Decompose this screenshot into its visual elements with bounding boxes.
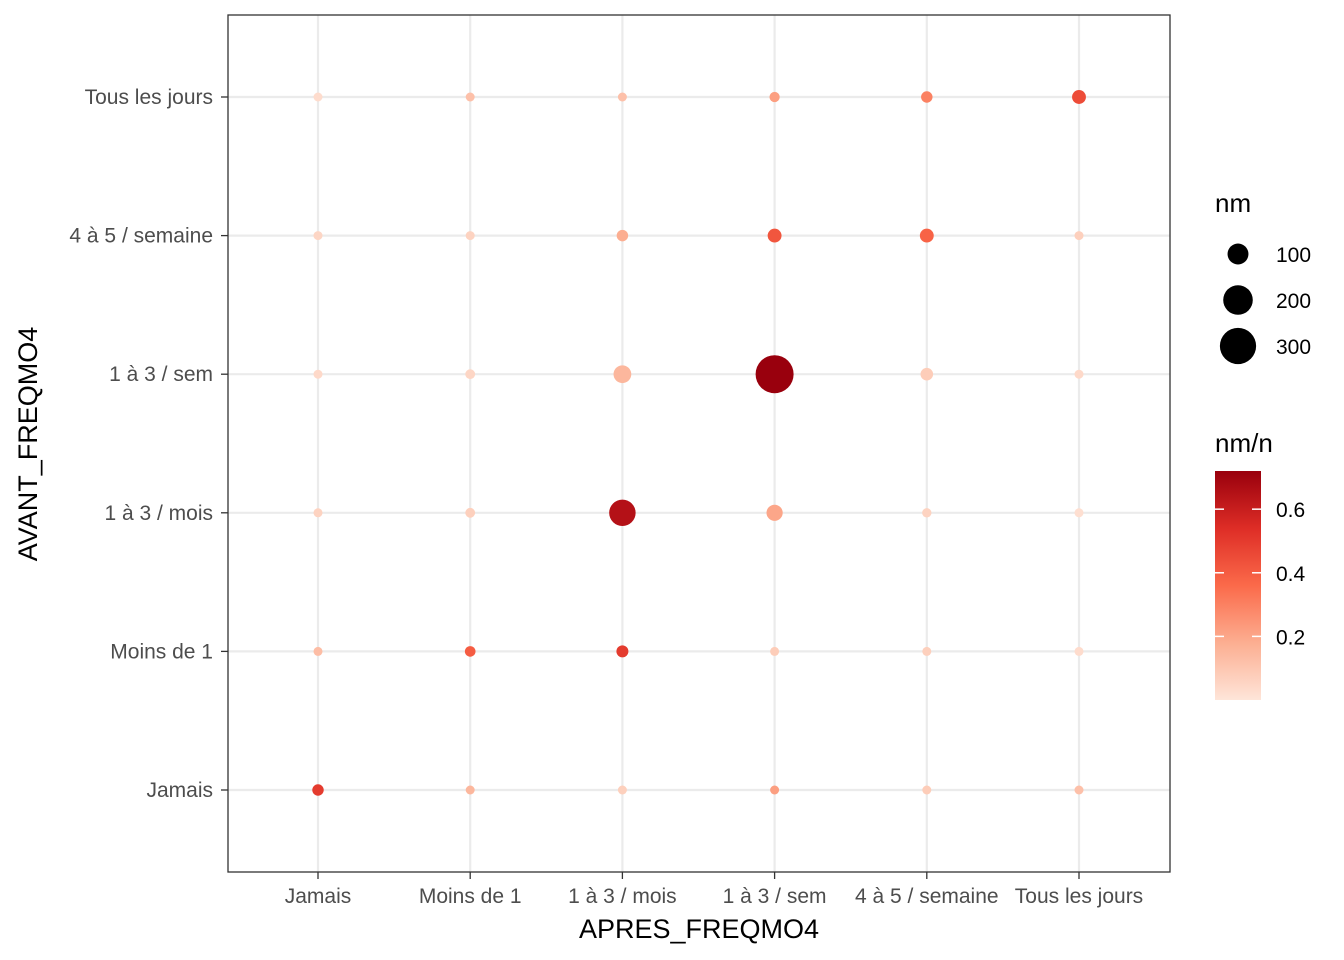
gridlines — [228, 15, 1170, 872]
data-point — [464, 646, 476, 657]
size-legend: nm 100 200 300 — [1215, 188, 1311, 365]
plot-panel-border — [227, 14, 1171, 873]
size-legend-label: 300 — [1276, 336, 1311, 359]
y-tick-label: 1 à 3 / mois — [104, 502, 213, 525]
data-point — [609, 499, 636, 527]
data-point — [770, 646, 780, 656]
x-axis: Jamais Moins de 1 1 à 3 / mois 1 à 3 / sem 4… — [285, 872, 1143, 908]
x-axis-title: APRES_FREQMO4 — [579, 914, 819, 944]
data-point — [922, 785, 932, 795]
data-point — [465, 231, 475, 241]
data-point — [313, 508, 323, 518]
color-legend-label: 0.6 — [1276, 499, 1305, 522]
data-point — [465, 507, 476, 518]
data-point — [313, 92, 323, 102]
data-point — [1072, 90, 1086, 104]
data-point — [617, 92, 627, 102]
data-point — [1074, 785, 1084, 795]
size-legend-key — [1223, 285, 1253, 315]
data-point — [313, 231, 323, 241]
y-tick-label: Jamais — [146, 779, 213, 802]
x-tick-label: Tous les jours — [1015, 885, 1143, 908]
y-tick-label: Moins de 1 — [110, 640, 213, 663]
data-point — [616, 229, 629, 242]
data-point — [1074, 646, 1084, 656]
data-point — [313, 369, 323, 379]
size-legend-key — [1227, 243, 1249, 265]
data-point — [920, 367, 934, 381]
data-point — [766, 504, 783, 521]
data-point — [755, 355, 794, 394]
data-point — [769, 91, 780, 103]
data-point — [465, 92, 475, 102]
color-legend-label: 0.2 — [1276, 626, 1305, 649]
x-tick-label: 1 à 3 / mois — [568, 885, 677, 908]
data-point — [921, 91, 933, 103]
color-legend-title: nm/n — [1215, 428, 1273, 458]
color-legend-bar — [1215, 471, 1261, 700]
x-tick-label: Jamais — [285, 885, 352, 908]
y-tick-label: 1 à 3 / sem — [109, 363, 213, 386]
data-points — [312, 90, 1086, 796]
y-axis: Jamais Moins de 1 1 à 3 / mois 1 à 3 / sem 4… — [69, 86, 228, 802]
data-point — [1074, 231, 1084, 241]
data-point — [313, 646, 323, 656]
data-point — [312, 784, 324, 796]
color-legend: nm/n 0.2 0.4 0.6 — [1215, 428, 1306, 700]
x-tick-label: 4 à 5 / semaine — [855, 885, 999, 908]
data-point — [922, 508, 932, 518]
data-point — [616, 645, 629, 658]
y-axis-title: AVANT_FREQMO4 — [13, 327, 43, 562]
x-tick-label: Moins de 1 — [419, 885, 522, 908]
size-legend-label: 200 — [1276, 290, 1311, 313]
size-legend-title: nm — [1215, 188, 1251, 218]
data-point — [1074, 369, 1084, 379]
data-point — [767, 228, 782, 243]
data-point — [617, 785, 627, 795]
size-legend-key — [1219, 327, 1257, 365]
data-point — [465, 369, 476, 380]
data-point — [1074, 508, 1084, 518]
data-point — [770, 785, 780, 795]
data-point — [613, 365, 632, 384]
size-legend-label: 100 — [1276, 244, 1311, 267]
y-tick-label: Tous les jours — [85, 86, 213, 109]
data-point — [465, 785, 475, 795]
y-tick-label: 4 à 5 / semaine — [69, 225, 213, 248]
x-tick-label: 1 à 3 / sem — [723, 885, 827, 908]
data-point — [922, 646, 932, 656]
data-point — [919, 228, 934, 243]
color-legend-label: 0.4 — [1276, 563, 1306, 586]
